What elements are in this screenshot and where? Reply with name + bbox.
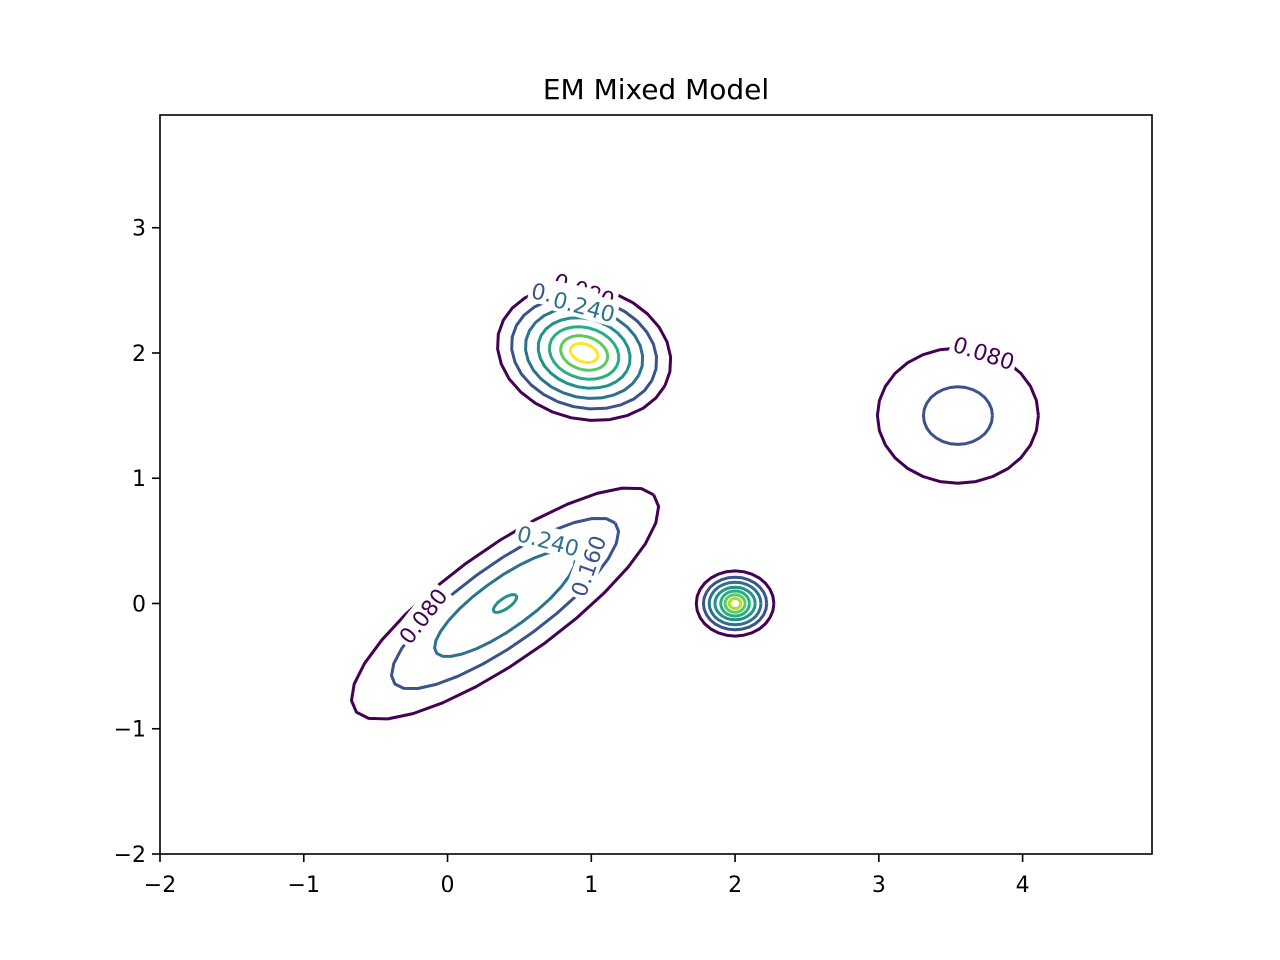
contour-0-level-3 <box>492 593 519 614</box>
contour-2-level-5 <box>723 593 747 614</box>
contour-1-level-6 <box>569 342 600 364</box>
x-axis: −2 −1 0 1 2 3 4 <box>144 854 1030 898</box>
contour-1-level-3 <box>536 316 632 390</box>
contour-3-level-1 <box>921 385 994 446</box>
x-tick-label: −2 <box>144 873 176 898</box>
y-tick-label: 3 <box>132 217 146 242</box>
x-tick-label: 0 <box>441 873 455 898</box>
contour-2-level-2 <box>707 580 763 627</box>
y-tick-label: 2 <box>132 342 146 367</box>
y-tick-label: −1 <box>114 718 146 743</box>
x-tick-label: 4 <box>1016 873 1030 898</box>
contour-2-level-3 <box>713 585 757 622</box>
contour-2-level-6 <box>727 597 743 610</box>
y-tick-label: 0 <box>132 592 146 617</box>
x-tick-label: −1 <box>288 873 320 898</box>
chart-title: EM Mixed Model <box>543 73 769 106</box>
contour-0-level-0 <box>350 486 661 721</box>
y-tick-label: −2 <box>114 843 146 868</box>
contour-1-level-2 <box>524 306 645 400</box>
contour-label-bg <box>391 580 454 651</box>
y-tick-label: 1 <box>132 467 146 492</box>
contour-0-level-2 <box>433 549 577 658</box>
y-axis: −2 −1 0 1 2 3 <box>114 217 160 868</box>
x-tick-label: 2 <box>728 873 742 898</box>
contour-lines <box>350 284 1040 721</box>
contour-1-level-1 <box>510 295 658 411</box>
contour-2-level-0 <box>694 569 776 638</box>
contour-1-level-4 <box>548 325 621 381</box>
plot-frame <box>159 114 1153 855</box>
contour-2-level-4 <box>719 589 751 618</box>
contour-1-level-0 <box>496 284 673 422</box>
contour-1-level-5 <box>559 334 609 372</box>
x-tick-label: 1 <box>584 873 598 898</box>
contour-label-bg <box>947 329 1021 375</box>
x-tick-label: 3 <box>872 873 886 898</box>
contour-label-bg <box>563 529 612 602</box>
contour-label-bg <box>548 284 621 328</box>
contour-label-bg <box>512 518 585 562</box>
contour-2-level-1 <box>701 575 769 632</box>
